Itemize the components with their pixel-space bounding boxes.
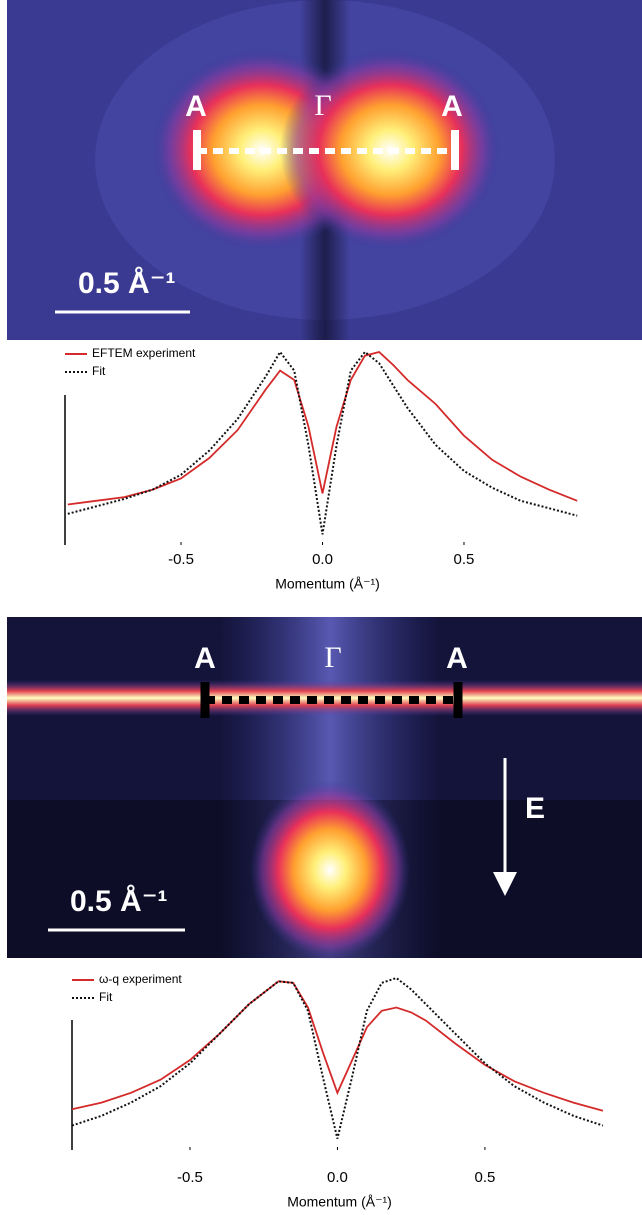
point-label: A	[446, 642, 468, 675]
point-label: Γ	[314, 89, 331, 122]
point-label: A	[185, 90, 207, 123]
x-axis-label: Momentum (Å⁻¹)	[287, 1194, 392, 1210]
x-tick-label: 0.0	[327, 1169, 348, 1186]
eftem-image: A Γ A 0.5 Å⁻¹	[7, 0, 642, 340]
legend-label: EFTEM experiment	[92, 346, 196, 360]
legend-label: Fit	[92, 364, 106, 378]
legend-label: ω-q experiment	[99, 972, 182, 986]
wq-image: A Γ A E 0.5 Å⁻¹	[7, 617, 642, 960]
scale-bar-label: 0.5 Å⁻¹	[70, 885, 168, 918]
point-label: Γ	[324, 641, 341, 674]
x-tick-label: 0.0	[312, 551, 333, 568]
point-label: A	[441, 90, 463, 123]
x-tick-label: 0.5	[474, 1169, 495, 1186]
series-line	[67, 351, 578, 506]
x-tick-label: -0.5	[168, 551, 194, 568]
series-line	[71, 976, 604, 1139]
x-axis-label: Momentum (Å⁻¹)	[275, 576, 380, 592]
point-label: A	[194, 642, 216, 675]
x-tick-label: 0.5	[454, 551, 475, 568]
series-line	[67, 350, 578, 535]
x-tick-label: -0.5	[177, 1169, 203, 1186]
legend-label: Fit	[99, 990, 113, 1004]
scale-bar-label: 0.5 Å⁻¹	[78, 267, 176, 300]
arrow-label: E	[525, 792, 545, 825]
